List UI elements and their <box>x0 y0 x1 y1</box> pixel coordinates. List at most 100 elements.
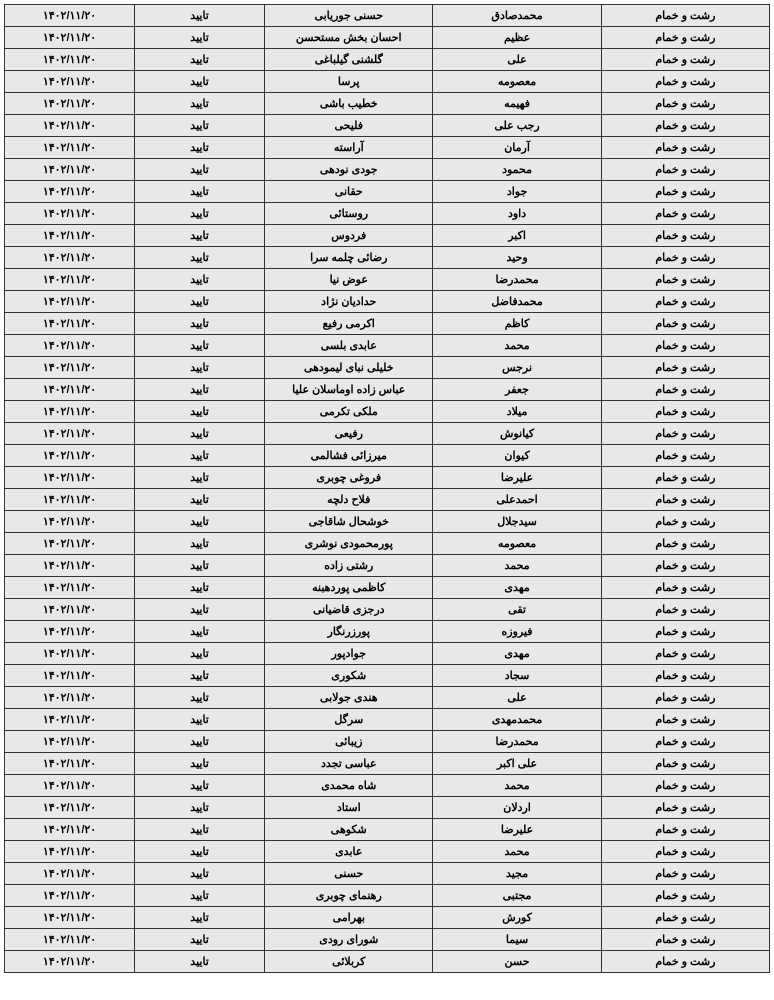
city-cell: رشت و خمام <box>601 27 769 49</box>
table-row: رشت و خمامتقیدرجزی قاضیانیتایید۱۴۰۲/۱۱/۲… <box>5 599 770 621</box>
status-cell: تایید <box>135 907 265 929</box>
city-cell: رشت و خمام <box>601 709 769 731</box>
city-cell: رشت و خمام <box>601 577 769 599</box>
last-name-cell: زیبائی <box>265 731 433 753</box>
date-cell: ۱۴۰۲/۱۱/۲۰ <box>5 885 135 907</box>
last-name-cell: اکرمی رفیع <box>265 313 433 335</box>
city-cell: رشت و خمام <box>601 225 769 247</box>
last-name-cell: عباسی تجدد <box>265 753 433 775</box>
date-cell: ۱۴۰۲/۱۱/۲۰ <box>5 907 135 929</box>
last-name-cell: شورای رودی <box>265 929 433 951</box>
first-name-cell: عظیم <box>433 27 601 49</box>
first-name-cell: محمدرضا <box>433 269 601 291</box>
date-cell: ۱۴۰۲/۱۱/۲۰ <box>5 49 135 71</box>
first-name-cell: حسن <box>433 951 601 973</box>
first-name-cell: سیما <box>433 929 601 951</box>
table-row: رشت و خماممحمدرضاعوض نیاتایید۱۴۰۲/۱۱/۲۰ <box>5 269 770 291</box>
status-cell: تایید <box>135 731 265 753</box>
last-name-cell: عابدی بلسی <box>265 335 433 357</box>
table-row: رشت و خماممحمدمهدیسرگلتایید۱۴۰۲/۱۱/۲۰ <box>5 709 770 731</box>
last-name-cell: حقانی <box>265 181 433 203</box>
city-cell: رشت و خمام <box>601 445 769 467</box>
table-row: رشت و خمامفهیمهخطیب باشیتایید۱۴۰۲/۱۱/۲۰ <box>5 93 770 115</box>
city-cell: رشت و خمام <box>601 555 769 577</box>
table-row: رشت و خمامجعفرعباس زاده اوماسلان علیاتای… <box>5 379 770 401</box>
date-cell: ۱۴۰۲/۱۱/۲۰ <box>5 445 135 467</box>
last-name-cell: احسان بخش مستحسن <box>265 27 433 49</box>
table-row: رشت و خماماکبرفردوستایید۱۴۰۲/۱۱/۲۰ <box>5 225 770 247</box>
status-cell: تایید <box>135 599 265 621</box>
first-name-cell: کیوان <box>433 445 601 467</box>
date-cell: ۱۴۰۲/۱۱/۲۰ <box>5 401 135 423</box>
last-name-cell: فروغی چوبری <box>265 467 433 489</box>
last-name-cell: کاظمی پوردهبنه <box>265 577 433 599</box>
table-row: رشت و خمامسیدجلالخوشحال شاقاجیتایید۱۴۰۲/… <box>5 511 770 533</box>
first-name-cell: اکبر <box>433 225 601 247</box>
first-name-cell: فهیمه <box>433 93 601 115</box>
date-cell: ۱۴۰۲/۱۱/۲۰ <box>5 379 135 401</box>
status-cell: تایید <box>135 357 265 379</box>
status-cell: تایید <box>135 115 265 137</box>
table-row: رشت و خمامنرجسخلیلی نبای لیمودهیتایید۱۴۰… <box>5 357 770 379</box>
status-cell: تایید <box>135 753 265 775</box>
last-name-cell: عوض نیا <box>265 269 433 291</box>
first-name-cell: داود <box>433 203 601 225</box>
date-cell: ۱۴۰۲/۱۱/۲۰ <box>5 247 135 269</box>
status-cell: تایید <box>135 159 265 181</box>
city-cell: رشت و خمام <box>601 49 769 71</box>
table-row: رشت و خمامکورشبهرامیتایید۱۴۰۲/۱۱/۲۰ <box>5 907 770 929</box>
table-row: رشت و خماموحیدرضائی چلمه سراتایید۱۴۰۲/۱۱… <box>5 247 770 269</box>
city-cell: رشت و خمام <box>601 357 769 379</box>
date-cell: ۱۴۰۲/۱۱/۲۰ <box>5 203 135 225</box>
city-cell: رشت و خمام <box>601 93 769 115</box>
status-cell: تایید <box>135 489 265 511</box>
table-row: رشت و خماممجیدحسنیتایید۱۴۰۲/۱۱/۲۰ <box>5 863 770 885</box>
city-cell: رشت و خمام <box>601 203 769 225</box>
city-cell: رشت و خمام <box>601 269 769 291</box>
first-name-cell: احمدعلی <box>433 489 601 511</box>
table-row: رشت و خماماحمدعلیفلاح دلچهتایید۱۴۰۲/۱۱/۲… <box>5 489 770 511</box>
date-cell: ۱۴۰۲/۱۱/۲۰ <box>5 621 135 643</box>
status-cell: تایید <box>135 621 265 643</box>
first-name-cell: جواد <box>433 181 601 203</box>
date-cell: ۱۴۰۲/۱۱/۲۰ <box>5 5 135 27</box>
first-name-cell: کورش <box>433 907 601 929</box>
last-name-cell: رفیعی <box>265 423 433 445</box>
first-name-cell: مهدی <box>433 577 601 599</box>
last-name-cell: پورمحمودی نوشری <box>265 533 433 555</box>
city-cell: رشت و خمام <box>601 599 769 621</box>
date-cell: ۱۴۰۲/۱۱/۲۰ <box>5 269 135 291</box>
last-name-cell: رشتی زاده <box>265 555 433 577</box>
date-cell: ۱۴۰۲/۱۱/۲۰ <box>5 709 135 731</box>
first-name-cell: مجید <box>433 863 601 885</box>
date-cell: ۱۴۰۲/۱۱/۲۰ <box>5 599 135 621</box>
table-row: رشت و خماممحمدرضازیبائیتایید۱۴۰۲/۱۱/۲۰ <box>5 731 770 753</box>
city-cell: رشت و خمام <box>601 71 769 93</box>
city-cell: رشت و خمام <box>601 731 769 753</box>
status-cell: تایید <box>135 401 265 423</box>
city-cell: رشت و خمام <box>601 841 769 863</box>
date-cell: ۱۴۰۲/۱۱/۲۰ <box>5 511 135 533</box>
date-cell: ۱۴۰۲/۱۱/۲۰ <box>5 71 135 93</box>
date-cell: ۱۴۰۲/۱۱/۲۰ <box>5 665 135 687</box>
date-cell: ۱۴۰۲/۱۱/۲۰ <box>5 841 135 863</box>
last-name-cell: خوشحال شاقاجی <box>265 511 433 533</box>
status-cell: تایید <box>135 335 265 357</box>
city-cell: رشت و خمام <box>601 907 769 929</box>
date-cell: ۱۴۰۲/۱۱/۲۰ <box>5 137 135 159</box>
first-name-cell: محمدفاضل <box>433 291 601 313</box>
status-cell: تایید <box>135 797 265 819</box>
city-cell: رشت و خمام <box>601 753 769 775</box>
status-cell: تایید <box>135 379 265 401</box>
last-name-cell: ملکی تکرمی <box>265 401 433 423</box>
table-row: رشت و خماممیلادملکی تکرمیتایید۱۴۰۲/۱۱/۲۰ <box>5 401 770 423</box>
date-cell: ۱۴۰۲/۱۱/۲۰ <box>5 775 135 797</box>
city-cell: رشت و خمام <box>601 467 769 489</box>
date-cell: ۱۴۰۲/۱۱/۲۰ <box>5 643 135 665</box>
first-name-cell: کیانوش <box>433 423 601 445</box>
table-row: رشت و خمامکیانوشرفیعیتایید۱۴۰۲/۱۱/۲۰ <box>5 423 770 445</box>
table-row: رشت و خمامکاظماکرمی رفیعتایید۱۴۰۲/۱۱/۲۰ <box>5 313 770 335</box>
table-row: رشت و خمامعلیگلشنی گیلباغیتایید۱۴۰۲/۱۱/۲… <box>5 49 770 71</box>
table-row: رشت و خماممحمدعابدی بلسیتایید۱۴۰۲/۱۱/۲۰ <box>5 335 770 357</box>
status-cell: تایید <box>135 511 265 533</box>
